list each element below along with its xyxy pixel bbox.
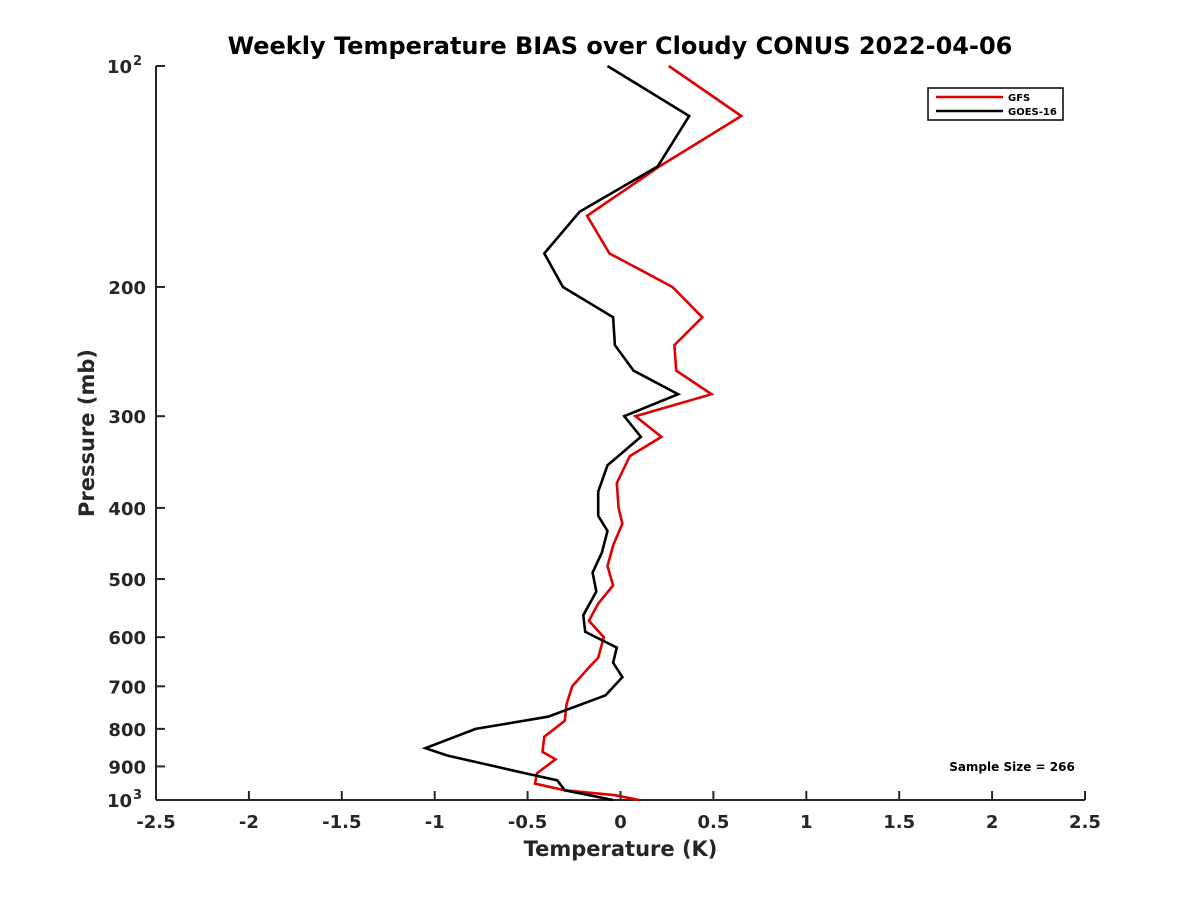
y-axis-label: Pressure (mb) <box>75 349 99 517</box>
x-axis-label: Temperature (K) <box>524 837 718 861</box>
y-tick-exponent: 2 <box>133 54 142 69</box>
legend-label: GOES-16 <box>1008 107 1057 118</box>
legend-box <box>927 87 1064 121</box>
x-tick-label: 0.5 <box>697 812 729 833</box>
sample-size-annotation: Sample Size = 266 <box>949 760 1075 774</box>
x-tick-label: -2.5 <box>136 812 175 833</box>
y-tick-label: 10 <box>107 57 132 78</box>
y-tick-label: 10 <box>107 791 132 812</box>
x-tick-label: 1.5 <box>883 812 915 833</box>
series-lines <box>421 64 744 802</box>
y-tick-label: 200 <box>108 278 146 299</box>
y-tick-label: 700 <box>108 677 146 698</box>
x-tick-label: 1 <box>800 812 813 833</box>
y-tick-exponent: 3 <box>133 788 142 803</box>
x-tick-label: -0.5 <box>508 812 547 833</box>
x-tick-label: 2 <box>986 812 999 833</box>
x-tick-label: 2.5 <box>1069 812 1101 833</box>
x-tick-label: 0 <box>614 812 627 833</box>
series-line-gfs <box>533 64 744 802</box>
x-tick-label: -1 <box>425 812 445 833</box>
y-tick-label: 600 <box>108 628 146 649</box>
x-tick-label: -2 <box>239 812 259 833</box>
chart-title: Weekly Temperature BIAS over Cloudy CONU… <box>228 32 1013 60</box>
legend: GFS GOES-16 <box>927 87 1064 121</box>
y-tick-label: 900 <box>108 757 146 778</box>
x-tick-label: -1.5 <box>322 812 361 833</box>
y-tick-label: 300 <box>108 407 146 428</box>
legend-label: GFS <box>1008 93 1030 104</box>
series-line-goes-16 <box>421 64 691 802</box>
y-tick-label: 500 <box>108 570 146 591</box>
axes: -2.5 -2 -1.5 -1 -0.5 0 0.5 1 1.5 2 2.510 2200300400… <box>107 54 1101 833</box>
y-tick-label: 400 <box>108 499 146 520</box>
y-tick-label: 800 <box>108 720 146 741</box>
